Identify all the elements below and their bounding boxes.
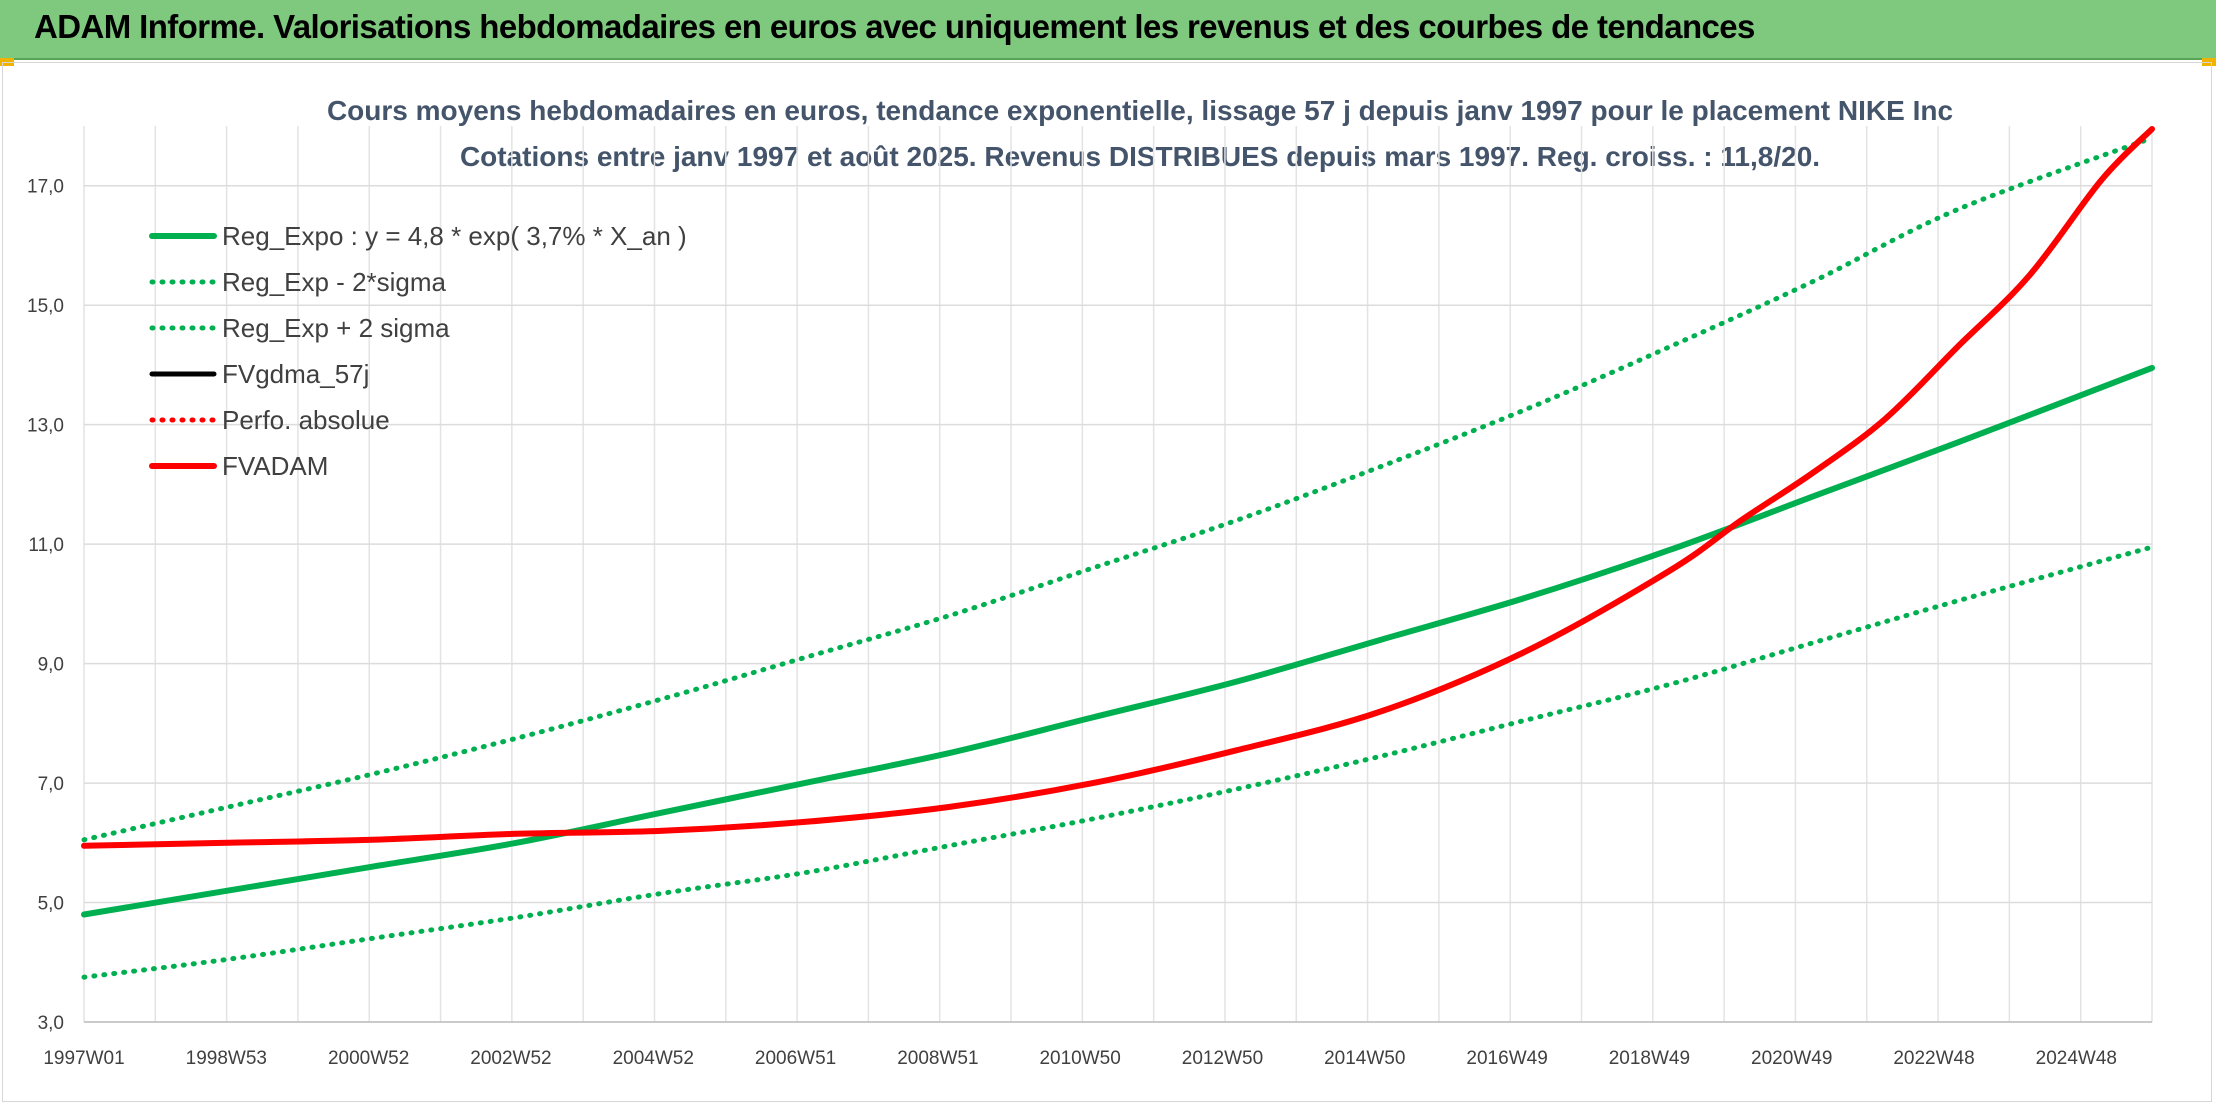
- series-line-fvadam: [81, 126, 2155, 849]
- x-tick-label: 2012W50: [1182, 1048, 1263, 1069]
- y-tick-label: 17,0: [27, 177, 64, 198]
- legend-label: Perfo. absolue: [222, 405, 390, 435]
- y-tick-label: 15,0: [27, 296, 64, 317]
- chart-subtitle: Cotations entre janv 1997 et août 2025. …: [460, 141, 1820, 172]
- x-tick-label: 1998W53: [186, 1048, 267, 1069]
- y-tick-label: 11,0: [28, 535, 64, 556]
- legend-label: Reg_Expo : y = 4,8 * exp( 3,7% * X_an ): [222, 221, 687, 251]
- y-tick-label: 13,0: [27, 416, 64, 437]
- legend: Reg_Expo : y = 4,8 * exp( 3,7% * X_an ) R…: [149, 221, 687, 481]
- report-banner: ADAM Informe. Valorisations hebdomadaire…: [0, 0, 2216, 60]
- chart-frame: [2, 62, 2212, 1102]
- report-title: ADAM Informe. Valorisations hebdomadaire…: [34, 8, 1755, 45]
- x-tick-label: 1997W01: [43, 1048, 124, 1069]
- axes: 3,0 5,0 7,0 9,0 11,0 13,0 15,0 17,0 1997W01 1998W…: [27, 177, 2152, 1069]
- legend-label: Reg_Exp - 2*sigma: [222, 267, 447, 297]
- legend-label: FVgdma_57j: [222, 359, 369, 389]
- x-tick-label: 2024W48: [2036, 1048, 2117, 1069]
- x-tick-label: 2010W50: [1039, 1048, 1120, 1069]
- x-tick-label: 2020W49: [1751, 1048, 1832, 1069]
- series-line-reg-exp-2-sigma: [81, 135, 2155, 843]
- legend-label: Reg_Exp + 2 sigma: [222, 313, 450, 343]
- x-tick-label: 2014W50: [1324, 1048, 1405, 1069]
- x-tick-label: 2006W51: [755, 1048, 836, 1069]
- chart-title: Cours moyens hebdomadaires en euros, ten…: [327, 95, 1953, 126]
- x-tick-label: 2004W52: [613, 1048, 694, 1069]
- legend-label: FVADAM: [222, 451, 328, 481]
- x-tick-label: 2000W52: [328, 1048, 409, 1069]
- x-tick-label: 2016W49: [1466, 1048, 1547, 1069]
- y-tick-label: 3,0: [38, 1013, 64, 1034]
- y-tick-label: 7,0: [38, 774, 64, 795]
- x-tick-label: 2018W49: [1609, 1048, 1690, 1069]
- series-line-reg-exp-2-sigma: [81, 544, 2155, 980]
- series-lines: [81, 126, 2155, 980]
- x-tick-label: 2002W52: [470, 1048, 551, 1069]
- grid-lines: [83, 126, 2153, 1023]
- x-tick-label: 2008W51: [897, 1048, 978, 1069]
- x-tick-label: 2022W48: [1893, 1048, 1974, 1069]
- series-line-reg-expo-y-4-8-exp-3-7-x-an: [81, 364, 2155, 918]
- y-tick-label: 5,0: [38, 894, 64, 915]
- y-tick-label: 9,0: [38, 655, 64, 676]
